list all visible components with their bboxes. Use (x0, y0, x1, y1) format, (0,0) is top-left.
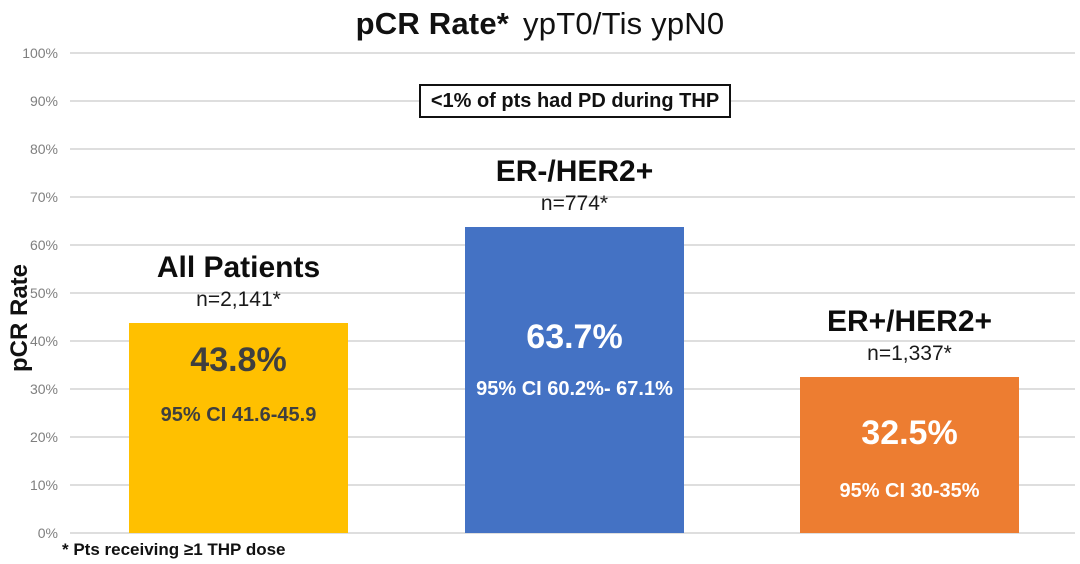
gridline (70, 196, 1075, 198)
y-tick-label: 40% (29, 333, 58, 349)
bar-group-er-pos-her2-pos: ER+/HER2+ n=1,337* 32.5% 95% CI 30-35% (800, 53, 1019, 533)
y-tick-label: 70% (29, 189, 58, 205)
y-axis-tick-labels: 100% 90% 80% 70% 60% 50% 40% 30% 20% 10% 0% (0, 45, 58, 541)
gridline (70, 52, 1075, 54)
bar-ci-label: 95% CI 30-35% (839, 480, 980, 502)
bar-group-er-neg-her2-pos: ER-/HER2+ n=774* 63.7% 95% CI 60.2%- 67.… (465, 53, 684, 533)
bar-all-patients: 43.8% 95% CI 41.6-45.9 (129, 322, 348, 533)
bar-value-label: 32.5% (861, 414, 958, 452)
bar-header-all-patients: All Patients n=2,141* (89, 251, 388, 313)
bar-category-label: ER+/HER2+ (826, 305, 993, 338)
y-tick-label: 50% (29, 285, 58, 301)
bar-n-label: n=2,141* (196, 287, 281, 311)
bar-value-label: 63.7% (526, 318, 623, 357)
bar-ci-label: 95% CI 60.2%- 67.1% (476, 378, 673, 401)
y-tick-label: 80% (29, 141, 58, 157)
footnote: * Pts receiving ≥1 THP dose (62, 540, 286, 559)
bar-n-label: n=774* (540, 192, 609, 216)
plot-area: <1% of pts had PD during THP All Patient… (70, 52, 1075, 534)
y-tick-label: 60% (29, 237, 58, 253)
y-tick-label: 20% (29, 429, 58, 445)
gridline (70, 532, 1075, 534)
bar-category-label: All Patients (156, 250, 321, 284)
chart-title-regular: ypT0/Tis ypN0 (523, 6, 725, 41)
y-tick-label: 10% (29, 477, 58, 493)
y-tick-label: 100% (22, 45, 58, 61)
bar-value-label: 43.8% (190, 340, 287, 379)
bar-er-neg-her2-pos: 63.7% 95% CI 60.2%- 67.1% (465, 227, 684, 533)
bar-group-all-patients: All Patients n=2,141* 43.8% 95% CI 41.6-… (129, 53, 348, 533)
bar-ci-label: 95% CI 41.6-45.9 (160, 403, 317, 426)
bar-category-label: ER-/HER2+ (495, 155, 654, 189)
bar-header-er-pos-her2-pos: ER+/HER2+ n=1,337* (760, 305, 1059, 367)
bar-n-label: n=1,337* (867, 342, 952, 365)
chart-title: pCR Rate* ypT0/Tis ypN0 (0, 6, 1080, 42)
bar-er-pos-her2-pos: 32.5% 95% CI 30-35% (800, 377, 1019, 533)
gridline (70, 148, 1075, 150)
y-tick-label: 0% (37, 525, 58, 541)
bar-header-er-neg-her2-pos: ER-/HER2+ n=774* (425, 155, 724, 217)
chart-title-bold: pCR Rate* (355, 6, 510, 41)
annotation-box: <1% of pts had PD during THP (419, 84, 731, 118)
y-tick-label: 30% (29, 381, 58, 397)
y-tick-label: 90% (29, 93, 58, 109)
